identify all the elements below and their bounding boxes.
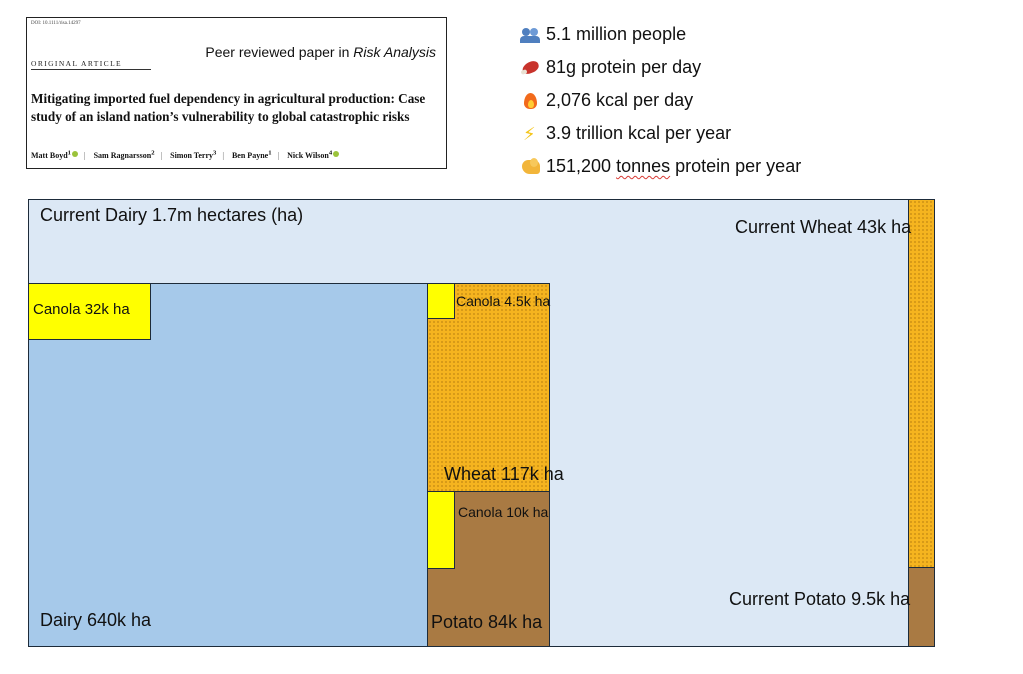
canola-dairy-area xyxy=(28,283,151,340)
orcid-icon xyxy=(333,150,340,157)
author: Nick Wilson4 xyxy=(287,149,340,160)
paper-title: Mitigating imported fuel dependency in a… xyxy=(31,91,426,124)
canola-potato-area xyxy=(427,491,455,569)
flexed-arm-icon xyxy=(520,157,542,177)
canola-wheat-area xyxy=(427,283,455,319)
current-potato-label: Current Potato 9.5k ha xyxy=(729,589,911,609)
people-icon xyxy=(520,25,542,45)
paper-card: DOI: 10.1111/risa.14297 Peer reviewed pa… xyxy=(26,17,447,169)
paper-venue: Peer reviewed paper in Risk Analysis xyxy=(205,44,436,60)
author: Ben Payne1 xyxy=(231,149,272,160)
stat-kcal-year: ⚡ 3.9 trillion kcal per year xyxy=(520,117,801,150)
spellcheck-marked-word: tonnes xyxy=(616,156,671,176)
paper-doi: DOI: 10.1111/risa.14297 xyxy=(31,21,81,26)
current-dairy-label: Current Dairy 1.7m hectares (ha) xyxy=(40,205,304,225)
canola-wheat-label: Canola 4.5k ha xyxy=(456,293,551,309)
paper-authors: Matt Boyd1 | Sam Ragnarsson2 | Simon Terry… xyxy=(31,149,340,160)
canola-potato-label: Canola 10k ha xyxy=(458,504,549,520)
venue-prefix: Peer reviewed paper in xyxy=(205,44,354,60)
meat-icon xyxy=(520,58,542,78)
potato-label: Potato 84k ha xyxy=(431,612,543,632)
author: Simon Terry3 xyxy=(170,149,217,160)
stat-kcal-day: 2,076 kcal per day xyxy=(520,84,801,117)
venue-journal: Risk Analysis xyxy=(353,44,436,60)
article-type-rule xyxy=(31,69,151,70)
author: Matt Boyd1 xyxy=(31,149,78,160)
stat-protein-year: 151,200 tonnes protein per year xyxy=(520,150,801,183)
author: Sam Ragnarsson2 xyxy=(93,149,155,160)
dairy-area xyxy=(28,283,428,647)
article-type: ORIGINAL ARTICLE xyxy=(31,59,123,68)
orcid-icon xyxy=(72,150,78,157)
current-wheat-area xyxy=(908,199,935,568)
lightning-icon: ⚡ xyxy=(523,123,536,144)
dairy-label: Dairy 640k ha xyxy=(40,610,152,630)
fire-icon xyxy=(520,91,542,111)
stat-protein-day: 81g protein per day xyxy=(520,51,801,84)
wheat-label: Wheat 117k ha xyxy=(444,464,564,484)
stat-population: 5.1 million people xyxy=(520,18,801,51)
current-potato-area xyxy=(908,567,935,647)
stats-list: 5.1 million people 81g protein per day 2… xyxy=(520,18,801,183)
current-wheat-label: Current Wheat 43k ha xyxy=(735,217,912,237)
canola-dairy-label: Canola 32k ha xyxy=(33,301,130,318)
